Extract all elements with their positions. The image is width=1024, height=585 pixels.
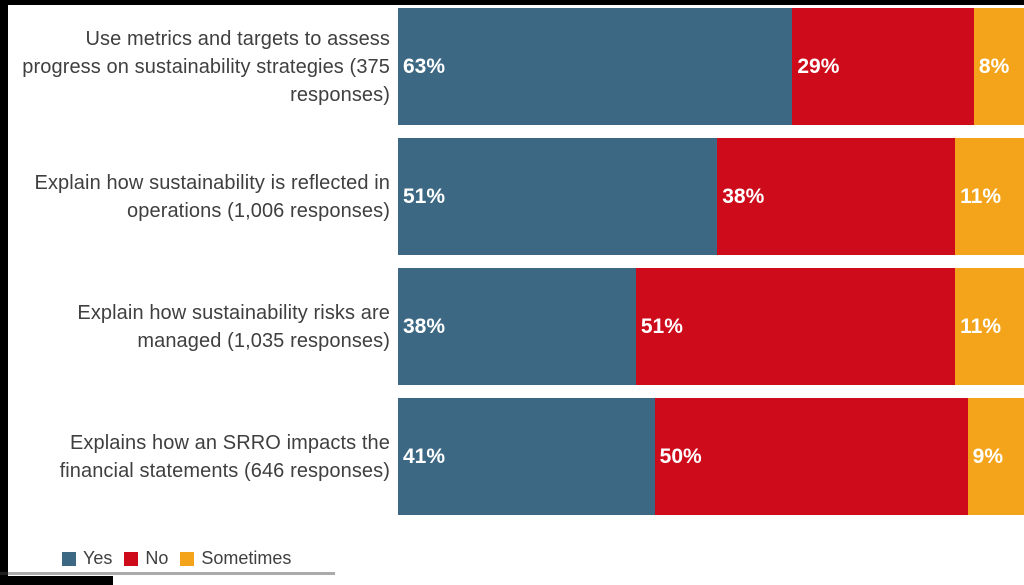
legend-swatch-icon xyxy=(124,551,139,566)
video-progress-bar[interactable] xyxy=(0,576,113,585)
stacked-bar-chart: Use metrics and targets to assess progre… xyxy=(8,8,1024,528)
segment-value-label: 50% xyxy=(659,444,702,468)
legend-swatch-icon xyxy=(62,551,76,566)
category-label: Use metrics and targets to assess progre… xyxy=(22,27,390,106)
segment-value-label: 38% xyxy=(403,314,446,338)
bar-segment-no: 50% xyxy=(654,398,968,515)
segment-value-label: 63% xyxy=(403,54,446,78)
segment-value-label: 9% xyxy=(972,444,1004,468)
segment-value-label: 29% xyxy=(797,54,840,78)
legend-label: No xyxy=(145,548,169,568)
segment-value-label: 41% xyxy=(403,444,446,468)
bar-track: 41% 50% 9% xyxy=(398,398,1024,515)
legend-label: Sometimes xyxy=(201,548,292,568)
video-progress-line[interactable] xyxy=(0,572,335,575)
segment-value-label: 51% xyxy=(640,314,683,338)
segment-value-label: 38% xyxy=(722,184,765,208)
bar-segment-sometimes: 11% xyxy=(955,138,1024,255)
legend-item-yes: Yes xyxy=(62,548,112,569)
chart-row: Explain how sustainability is reflected … xyxy=(8,138,1024,255)
category-label: Explains how an SRRO impacts the financi… xyxy=(59,431,390,482)
legend-label: Yes xyxy=(83,548,113,568)
bar-segment-no: 51% xyxy=(635,268,956,385)
bar-segment-yes: 41% xyxy=(398,398,655,515)
legend-item-sometimes: Sometimes xyxy=(180,548,291,569)
bar-track: 51% 38% 11% xyxy=(398,138,1024,255)
bar-segment-sometimes: 9% xyxy=(967,398,1024,515)
bar-segment-yes: 63% xyxy=(398,8,793,125)
segment-value-label: 51% xyxy=(403,184,446,208)
segment-value-label: 11% xyxy=(960,314,1001,338)
category-label: Explain how sustainability risks are man… xyxy=(77,301,390,352)
bar-segment-yes: 51% xyxy=(398,138,718,255)
legend-swatch-icon xyxy=(180,551,195,566)
segment-value-label: 11% xyxy=(960,184,1001,208)
chart-row: Explain how sustainability risks are man… xyxy=(8,268,1024,385)
category-label: Explain how sustainability is reflected … xyxy=(34,171,390,222)
chart-legend: Yes No Sometimes xyxy=(62,548,291,569)
bar-segment-sometimes: 8% xyxy=(973,8,1024,125)
bar-segment-yes: 38% xyxy=(398,268,636,385)
legend-item-no: No xyxy=(124,548,168,569)
bar-segment-no: 29% xyxy=(792,8,974,125)
bar-track: 38% 51% 11% xyxy=(398,268,1024,385)
letterbox-left-border xyxy=(0,0,8,585)
bar-track: 63% 29% 8% xyxy=(398,8,1024,125)
chart-row: Use metrics and targets to assess progre… xyxy=(8,8,1024,125)
bar-segment-no: 38% xyxy=(717,138,956,255)
segment-value-label: 8% xyxy=(978,54,1010,78)
bar-segment-sometimes: 11% xyxy=(955,268,1024,385)
chart-rows: Use metrics and targets to assess progre… xyxy=(8,8,1024,515)
letterbox-top-border xyxy=(0,0,1024,5)
chart-row: Explains how an SRRO impacts the financi… xyxy=(8,398,1024,515)
